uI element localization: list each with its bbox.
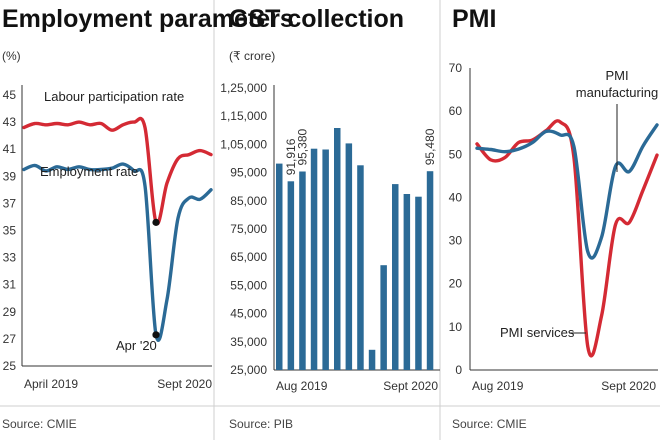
y-tick-label: 33 xyxy=(3,251,17,265)
gst-bar xyxy=(310,148,318,370)
y-tick-label: 65,000 xyxy=(230,250,267,264)
gst-bar xyxy=(380,265,387,370)
source-cmie-pmi: Source: CMIE xyxy=(452,417,527,431)
chart-title: Employment parameters xyxy=(2,5,294,33)
x-label-start: Aug 2019 xyxy=(276,379,328,393)
y-tick-label: 1,05,000 xyxy=(220,137,267,151)
gst-bar xyxy=(368,349,376,370)
x-label-end: Sept 2020 xyxy=(383,379,438,393)
y-tick-label: 27 xyxy=(3,332,17,346)
y-tick-label: 37 xyxy=(3,196,17,210)
employment-chart: Employment parameters (%) 45 43 41 39 37 35 33… xyxy=(2,5,294,391)
x-label-end: Sept 2020 xyxy=(601,379,656,393)
y-tick-label: 20 xyxy=(449,277,463,291)
y-tick-label: 1,15,000 xyxy=(220,109,267,123)
y-tick-label: 31 xyxy=(3,278,17,292)
gst-bar xyxy=(392,184,399,370)
y-tick-label: 60 xyxy=(449,104,463,118)
chart-title: GST collection xyxy=(229,5,404,33)
y-tick-label: 75,000 xyxy=(230,222,267,236)
pmi-chart: PMI 70 60 50 40 30 20 10 0 PMI manufacturing PM… xyxy=(449,5,659,393)
y-tick-label: 43 xyxy=(3,115,17,129)
gst-bar xyxy=(403,194,411,370)
y-tick-label: 1,25,000 xyxy=(220,81,267,95)
y-tick-label: 25 xyxy=(3,359,17,373)
y-tick-label: 70 xyxy=(449,61,463,75)
gst-bar xyxy=(287,181,295,370)
series-label-lpr: Labour participation rate xyxy=(44,89,184,104)
gst-data-label: 95,380 xyxy=(295,128,309,165)
chart-title: PMI xyxy=(452,5,496,33)
source-pib: Source: PIB xyxy=(229,417,293,431)
gst-bar xyxy=(357,165,364,370)
y-tick-label: 10 xyxy=(449,320,463,334)
source-cmie: Source: CMIE xyxy=(2,417,77,431)
y-tick-label: 41 xyxy=(3,142,17,156)
y-tick-label: 39 xyxy=(3,169,17,183)
gst-data-label: 95,480 xyxy=(423,128,437,165)
series-label-er: Employment rate xyxy=(40,164,138,179)
x-label-start: April 2019 xyxy=(24,377,78,391)
annotation-apr20: Apr '20 xyxy=(116,338,157,353)
y-tick-label: 35 xyxy=(3,224,17,238)
labour-participation-line xyxy=(22,116,213,226)
pmi-manufacturing-line xyxy=(475,123,659,260)
gst-bar xyxy=(334,128,341,370)
y-tick-label: 35,000 xyxy=(230,335,267,349)
gst-bar xyxy=(322,149,329,370)
gst-bar xyxy=(426,171,434,370)
x-label-end: Sept 2020 xyxy=(157,377,212,391)
y-tick-label: 30 xyxy=(449,234,463,248)
gst-bar xyxy=(415,196,422,370)
lpr-trough-marker xyxy=(152,218,160,226)
gst-data-label: 91,916 xyxy=(284,138,298,175)
gst-bar xyxy=(345,143,353,370)
y-tick-label: 45,000 xyxy=(230,307,267,321)
x-label-start: Aug 2019 xyxy=(472,379,524,393)
y-tick-label: 85,000 xyxy=(230,194,267,208)
gst-bar xyxy=(276,163,283,370)
y-tick-label: 45 xyxy=(3,88,17,102)
y-tick-label: 40 xyxy=(449,190,463,204)
employment-rate-line xyxy=(22,162,213,342)
series-label-manufacturing-line1: PMI xyxy=(605,68,628,83)
y-unit: (₹ crore) xyxy=(229,49,275,63)
y-unit: (%) xyxy=(2,49,21,63)
y-tick-label: 29 xyxy=(3,305,17,319)
y-tick-label: 50 xyxy=(449,147,463,161)
y-tick-label: 95,000 xyxy=(230,166,267,180)
y-tick-label: 0 xyxy=(455,363,462,377)
y-tick-label: 55,000 xyxy=(230,278,267,292)
y-tick-label: 25,000 xyxy=(230,363,267,377)
er-trough-marker xyxy=(152,331,160,339)
gst-bar xyxy=(299,171,306,370)
series-label-services: PMI services xyxy=(500,325,575,340)
series-label-manufacturing-line2: manufacturing xyxy=(576,85,658,100)
pmi-services-line xyxy=(475,119,659,358)
gst-chart: GST collection (₹ crore) 1,25,000 1,15,00… xyxy=(220,5,440,393)
